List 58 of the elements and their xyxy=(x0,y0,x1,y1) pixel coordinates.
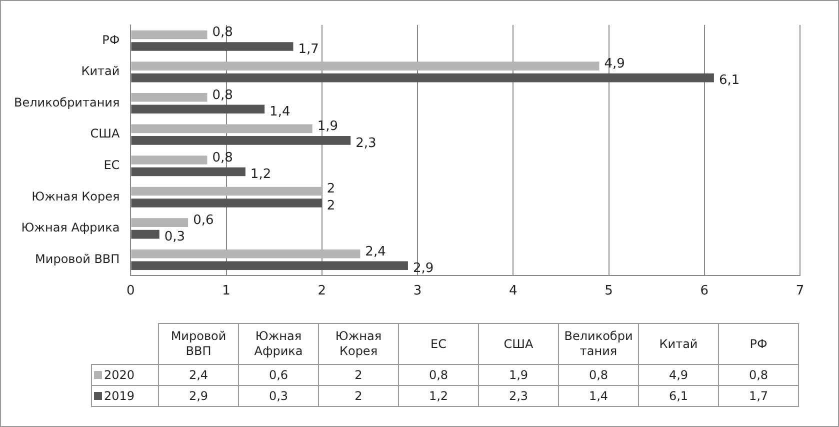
x-tick-label: 6 xyxy=(700,284,709,299)
data-label: 0,3 xyxy=(164,230,186,245)
data-label: 2 xyxy=(326,198,336,214)
text: 1,7 xyxy=(748,389,768,403)
data-label: 4,9 xyxy=(604,56,625,72)
category-label: Южная Корея xyxy=(335,329,382,358)
text: 4,9 xyxy=(668,368,688,382)
x-tick-label: 2 xyxy=(318,284,326,299)
category-label: РФ xyxy=(750,336,768,350)
x-tick-label: 1 xyxy=(222,284,230,299)
y-tick-label: Мировой ВВП xyxy=(35,252,120,266)
category-label: Южная Африка xyxy=(254,329,303,358)
category-label: Мировой ВВП xyxy=(170,329,226,358)
y-tick-label: ЕС xyxy=(104,158,120,172)
category-label: Великобритания xyxy=(564,329,633,358)
data-label: 1,9 xyxy=(317,119,338,134)
data-label: 0,8 xyxy=(212,150,233,166)
data-label: 2,3 xyxy=(356,136,376,151)
text: 0,6 xyxy=(268,368,288,382)
category-label: Китай xyxy=(659,336,698,350)
legend-label: 2020 xyxy=(92,364,158,386)
data-label: 2,4 xyxy=(365,244,386,260)
data-label: 6,1 xyxy=(718,73,740,88)
text: 6,1 xyxy=(668,389,688,403)
text: 1,9 xyxy=(508,368,528,382)
y-tick-label: Великобритания xyxy=(14,95,120,110)
x-tick-label: 5 xyxy=(604,284,613,299)
data-label: 0,6 xyxy=(193,212,214,228)
text: 1,2 xyxy=(428,389,448,403)
text: 2,3 xyxy=(508,389,528,403)
data-label: 0,8 xyxy=(212,88,233,103)
data-label: 1,2 xyxy=(250,167,272,182)
y-tick-label: Южная Корея xyxy=(32,189,120,204)
text: 2,4 xyxy=(188,368,208,382)
text: 2,9 xyxy=(188,389,208,403)
category-label: ЕС xyxy=(430,336,446,350)
data-label: 0,8 xyxy=(212,25,233,40)
y-tick-label: Китай xyxy=(81,64,120,78)
text: 2 xyxy=(354,389,362,403)
y-tick-label: США xyxy=(90,126,120,141)
data-label: 1,7 xyxy=(298,42,319,57)
data-label: 2 xyxy=(326,182,336,197)
x-tick-label: 4 xyxy=(509,284,518,299)
text: 2 xyxy=(354,368,362,382)
x-tick-label: 0 xyxy=(126,284,135,299)
data-label: 1,4 xyxy=(270,104,290,120)
x-tick-label: 3 xyxy=(413,284,422,299)
text: 0,8 xyxy=(588,368,608,382)
y-tick-label: Южная Африка xyxy=(21,220,120,235)
category-label: США xyxy=(504,336,534,350)
text: 0,8 xyxy=(428,368,448,382)
y-tick-label: РФ xyxy=(102,32,120,47)
x-tick-label: 7 xyxy=(796,284,804,299)
text: 0,8 xyxy=(748,368,768,382)
data-label: 2,9 xyxy=(412,260,434,276)
legend-label: 2019 xyxy=(92,386,158,406)
text: 0,3 xyxy=(268,389,288,403)
text: 1,4 xyxy=(588,389,608,403)
